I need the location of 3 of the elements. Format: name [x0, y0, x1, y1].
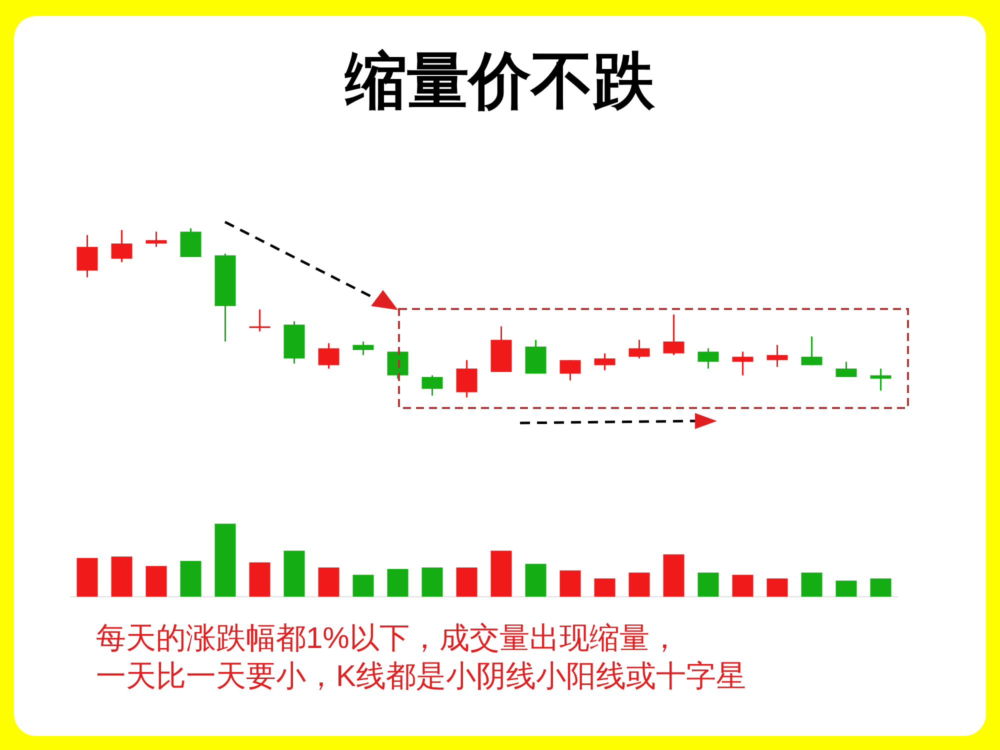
text: 每天的涨跌幅都1%以下，成交量出现缩量，	[96, 622, 680, 655]
text: 一天比一天要小，K线都是小阴线小阳线或十字星	[96, 660, 746, 693]
chart-title: 缩量价不跌	[344, 47, 656, 116]
